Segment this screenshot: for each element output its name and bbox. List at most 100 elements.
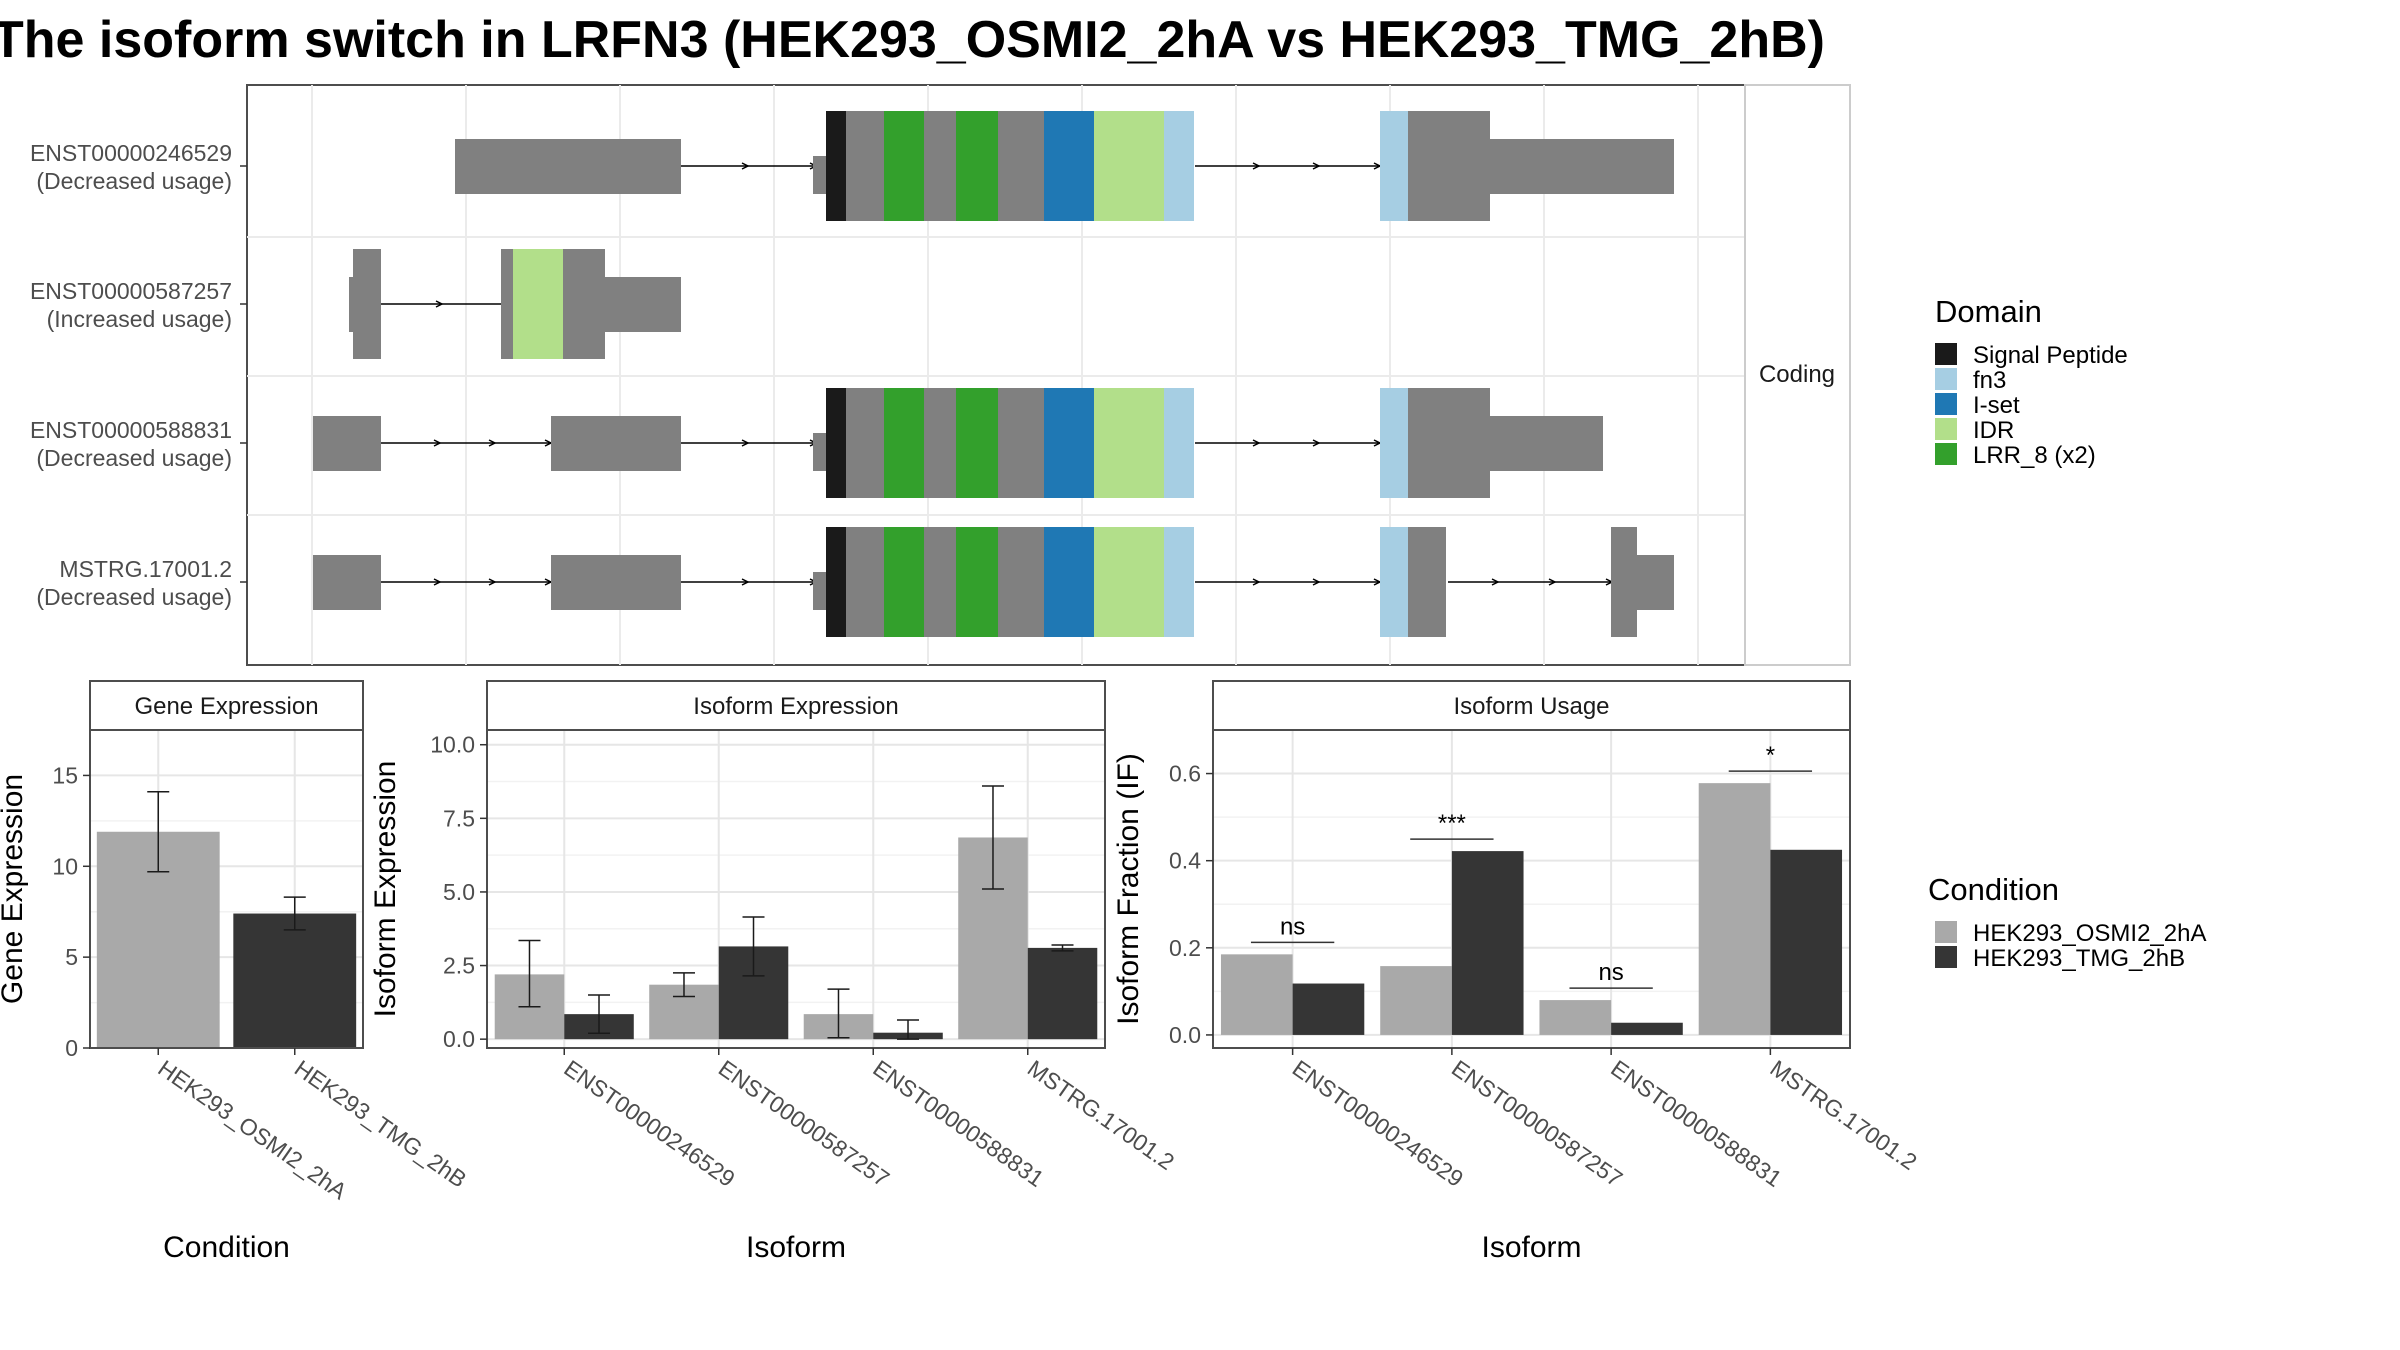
cds-exon [846,111,884,221]
transcript-structure-panel: Coding ENST00000246529 (Decreased usage)… [30,84,1851,666]
y-tick-label: 0.0 [1169,1022,1201,1048]
y-tick-label: 5.0 [443,879,475,905]
domain-fn3 [1164,111,1194,221]
cds-exon [998,111,1044,221]
domain-signal-peptide [826,527,846,637]
cds-exon [563,249,605,359]
domain-legend-title: Domain [1935,294,2042,329]
structure-strip-label: Coding [1759,361,1835,388]
domain-signal-peptide [826,388,846,498]
structure-strip-background [1744,84,1851,666]
intron-arrow-mark [741,162,750,170]
cds-exon [1408,388,1490,498]
domain-lrr8 [884,111,924,221]
bar [1539,1000,1612,1035]
transcript-axis-ticks [240,165,247,583]
intron-arrow-mark [1312,439,1321,447]
cds-exon [1408,111,1490,221]
domain-legend: Domain Signal Peptide fn3 I-set IDR LRR_… [1935,294,2128,469]
utr-exon [455,139,681,194]
intron-arrow-mark [1252,439,1261,447]
facet-strip-label: Gene Expression [134,693,318,720]
utr-exon [313,416,381,471]
utr-exon [1489,139,1674,194]
transcript-track-3 [313,388,1603,498]
utr-exon [349,277,355,332]
bar [233,913,357,1048]
condition-key-label: HEK293_TMG_2hB [1973,945,2185,972]
utr-exon [551,416,681,471]
cds-exon [924,527,956,637]
domain-key-label: IDR [1973,417,2014,444]
cds-exon [998,388,1044,498]
x-axis-title: Isoform [746,1231,846,1264]
intron-arrow-mark [488,578,497,586]
cds-exon [1408,527,1446,637]
intron-arrow-mark [1312,578,1321,586]
domain-lrr8 [884,388,924,498]
y-tick-label: 7.5 [443,805,475,831]
utr-exon [1636,555,1674,610]
domain-key-label: fn3 [1973,367,2006,394]
cds-exon [1611,527,1637,637]
domain-key-label: I-set [1973,392,2020,419]
transcript-usage-label: (Decreased usage) [36,168,232,194]
utr-exon [551,555,681,610]
bar [1770,849,1843,1035]
domain-fn3 [1380,111,1408,221]
x-tick-label: MSTRG.17001.2 [1023,1055,1179,1175]
transcript-id-label: ENST00000246529 [30,140,232,166]
x-tick-label: ENST00000588831 [868,1055,1048,1192]
domain-iset [1044,527,1094,637]
isoform-expression-chart: Isoform Expression 0.0 2.5 5.0 7.5 10.0 ENST00… [369,680,1179,1264]
facet-strip-label: Isoform Usage [1453,693,1609,720]
utr-exon [1489,416,1603,471]
domain-lrr8 [956,388,998,498]
y-tick-label: 0.2 [1169,935,1201,961]
intron-arrow-mark [741,439,750,447]
bar [1451,851,1524,1035]
intron-arrow-mark [1491,578,1500,586]
domain-idr [1094,111,1164,221]
utr-exon [813,156,827,194]
domain-fn3 [1164,527,1194,637]
domain-fn3 [1380,527,1408,637]
y-tick-label: 0.0 [443,1026,475,1052]
condition-key-label: HEK293_OSMI2_2hA [1973,920,2206,947]
domain-signal-peptide [826,111,846,221]
transcript-id-label: ENST00000588831 [30,417,232,443]
condition-legend-title: Condition [1928,872,2059,907]
intron-arrow-mark [433,439,442,447]
domain-lrr8 [956,111,998,221]
facet-strip [89,680,364,731]
domain-key-label: LRR_8 (x2) [1973,442,2096,469]
x-tick-label: ENST00000246529 [559,1055,739,1192]
x-tick-label: ENST00000587257 [714,1055,894,1192]
domain-key-fn3 [1935,368,1957,390]
domain-key-idr [1935,418,1957,440]
y-tick-label: 10.0 [430,732,475,758]
utr-exon [604,277,681,332]
cds-exon [846,388,884,498]
transcript-usage-label: (Decreased usage) [36,584,232,610]
figure-title: The isoform switch in LRFN3 (HEK293_OSMI… [0,11,1825,69]
bar [1292,983,1365,1035]
cds-exon [501,249,513,359]
domain-lrr8 [956,527,998,637]
bar [1027,947,1098,1040]
intron-arrow-mark [1312,162,1321,170]
y-tick-label: 2.5 [443,953,475,979]
cds-exon [998,527,1044,637]
facet-strip-label: Isoform Expression [693,693,898,720]
domain-fn3 [1164,388,1194,498]
domain-key-iset [1935,393,1957,415]
domain-fn3 [1380,388,1408,498]
domain-iset [1044,111,1094,221]
intron-arrow-mark [488,439,497,447]
y-tick-label: 0 [65,1035,78,1061]
significance-label: ns [1598,959,1623,986]
y-tick-label: 0.4 [1169,848,1201,874]
transcript-track-4 [313,527,1674,637]
y-axis-title: Isoform Expression [369,761,402,1018]
